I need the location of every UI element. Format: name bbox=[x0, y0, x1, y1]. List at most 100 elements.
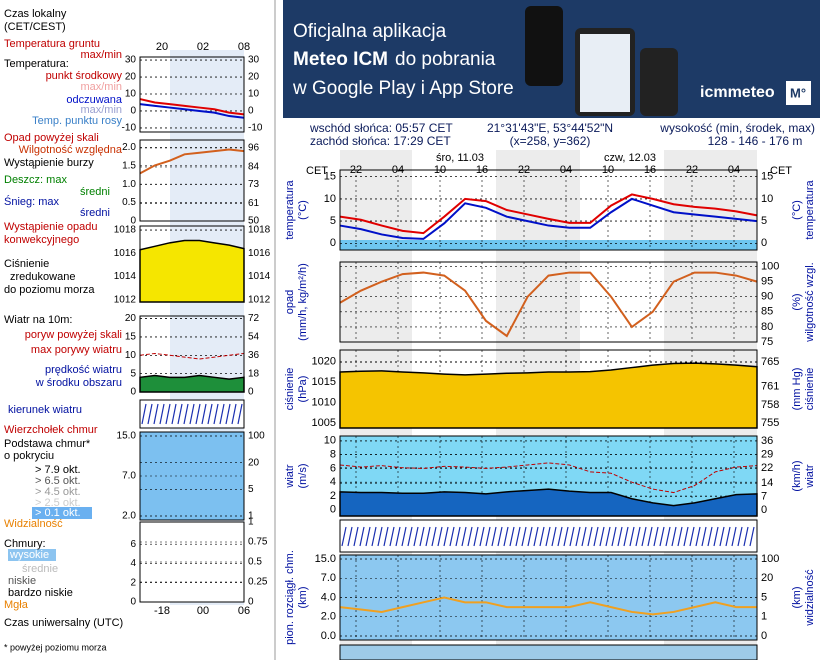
wind-arrow bbox=[605, 526, 611, 547]
y-tick-label: 18 bbox=[248, 368, 260, 379]
axis-label: temperatura bbox=[804, 179, 816, 239]
wind-arrow bbox=[527, 526, 533, 547]
wind-arrow bbox=[725, 526, 731, 547]
panel-frame bbox=[139, 139, 245, 222]
wind-arrow bbox=[683, 526, 689, 547]
hour-label: 00 bbox=[197, 605, 209, 617]
panel-frame bbox=[139, 431, 245, 521]
wind-arrow bbox=[359, 526, 365, 547]
y-tick-label: 54 bbox=[248, 332, 260, 343]
wind-arrow bbox=[581, 526, 587, 547]
wind-arrow bbox=[533, 526, 539, 547]
axis-label: (mm Hg) bbox=[791, 368, 803, 411]
wind-arrow bbox=[395, 526, 401, 547]
wind-arrow bbox=[365, 526, 371, 547]
wind-arrow bbox=[647, 526, 653, 547]
axis-label: wiatr bbox=[284, 464, 296, 489]
wind-arrow bbox=[195, 403, 201, 425]
y-tick-label: 1015 bbox=[312, 376, 336, 388]
y-tick-label: 1 bbox=[761, 611, 767, 623]
logo: icmmeteo bbox=[700, 84, 775, 101]
wind-arrow bbox=[413, 526, 419, 547]
wind-arrow bbox=[201, 403, 207, 425]
y-tick-label: 4 bbox=[330, 476, 336, 488]
y-tick-label: 0.25 bbox=[248, 577, 268, 588]
y-tick-label: 15.0 bbox=[315, 553, 336, 565]
y-tick-label: 1018 bbox=[114, 225, 137, 236]
legend-text: > 4.5 okt. bbox=[35, 486, 81, 498]
y-tick-label: 20 bbox=[248, 457, 260, 468]
axis-label: (°C) bbox=[791, 200, 803, 220]
hour-label: 06 bbox=[238, 605, 250, 617]
panel-frame bbox=[139, 315, 245, 393]
legend-text: prędkość wiatru bbox=[45, 364, 122, 376]
legend-text: (CET/CEST) bbox=[4, 21, 66, 33]
y-tick-label: 2 bbox=[330, 490, 336, 502]
legend-text: Temperatura gruntu bbox=[4, 38, 100, 50]
y-tick-label: 5 bbox=[761, 215, 767, 227]
wind-arrow bbox=[575, 526, 581, 547]
panel-frame bbox=[339, 261, 758, 343]
wind-arrow bbox=[749, 526, 755, 547]
legend-text: wysokie bbox=[9, 549, 49, 561]
y-tick-label: 1016 bbox=[248, 248, 271, 259]
wind-arrow bbox=[213, 403, 219, 425]
y-tick-label: 761 bbox=[761, 380, 779, 392]
legend-text: Wystąpienie opadu bbox=[4, 221, 97, 233]
wind-arrow bbox=[731, 526, 737, 547]
wind-arrow bbox=[455, 526, 461, 547]
phone bbox=[640, 48, 678, 116]
wind-arrow bbox=[497, 526, 503, 547]
line bbox=[139, 103, 245, 119]
banner-text: do pobrania bbox=[395, 49, 496, 70]
line bbox=[139, 98, 245, 116]
wind-arrow bbox=[545, 526, 551, 547]
day-label: śro, 11.03 bbox=[436, 152, 484, 164]
info: (x=258, y=362) bbox=[510, 134, 591, 148]
legend-text: Czas uniwersalny (UTC) bbox=[4, 617, 123, 629]
axis-label: (km/h) bbox=[791, 460, 803, 491]
wind-arrow bbox=[171, 403, 177, 425]
y-tick-label: 73 bbox=[248, 179, 260, 190]
y-tick-label: 1016 bbox=[114, 248, 137, 259]
y-tick-label: 0.0 bbox=[321, 630, 336, 642]
panel-frame bbox=[139, 521, 245, 603]
legend-text: Deszcz: max bbox=[4, 174, 67, 186]
area bbox=[339, 362, 758, 429]
y-tick-label: 7.0 bbox=[122, 471, 136, 482]
wind-arrow bbox=[587, 526, 593, 547]
wind-arrow bbox=[461, 526, 467, 547]
legend-text: Mgła bbox=[4, 599, 29, 611]
legend-text: w środku obszaru bbox=[35, 377, 122, 389]
panel-frame bbox=[339, 435, 758, 517]
axis-label: wilgotność wzgl. bbox=[804, 262, 816, 342]
y-tick-label: 100 bbox=[248, 431, 265, 442]
y-tick-label: 75 bbox=[761, 336, 773, 348]
wind-arrow bbox=[635, 526, 641, 547]
badge-box bbox=[786, 81, 811, 105]
y-tick-label: 30 bbox=[248, 55, 260, 66]
wind-arrow bbox=[695, 526, 701, 547]
panel-frame bbox=[339, 349, 758, 429]
wind-arrow bbox=[225, 403, 231, 425]
legend-text: niskie bbox=[8, 575, 36, 587]
wind-arrow bbox=[743, 526, 749, 547]
wind-arrow bbox=[599, 526, 605, 547]
footnote: * powyżej poziomu morza bbox=[4, 642, 107, 652]
legend-text: Temperatura: bbox=[4, 58, 69, 70]
wind-arrow bbox=[401, 526, 407, 547]
y-tick-label: 4 bbox=[130, 558, 136, 569]
y-tick-label: 0 bbox=[761, 630, 767, 642]
legend-text: kierunek wiatru bbox=[8, 404, 82, 416]
y-tick-label: 61 bbox=[248, 198, 260, 209]
y-tick-label: 5 bbox=[330, 215, 336, 227]
wind-arrow bbox=[479, 526, 485, 547]
y-tick-label: 84 bbox=[248, 162, 260, 173]
line bbox=[339, 197, 758, 240]
y-tick-label: 20 bbox=[125, 72, 137, 83]
y-tick-label: 10 bbox=[125, 350, 137, 361]
wind-arrow bbox=[141, 403, 147, 425]
wind-arrow bbox=[521, 526, 527, 547]
wind-arrow bbox=[509, 526, 515, 547]
y-tick-label: 29 bbox=[761, 448, 773, 460]
